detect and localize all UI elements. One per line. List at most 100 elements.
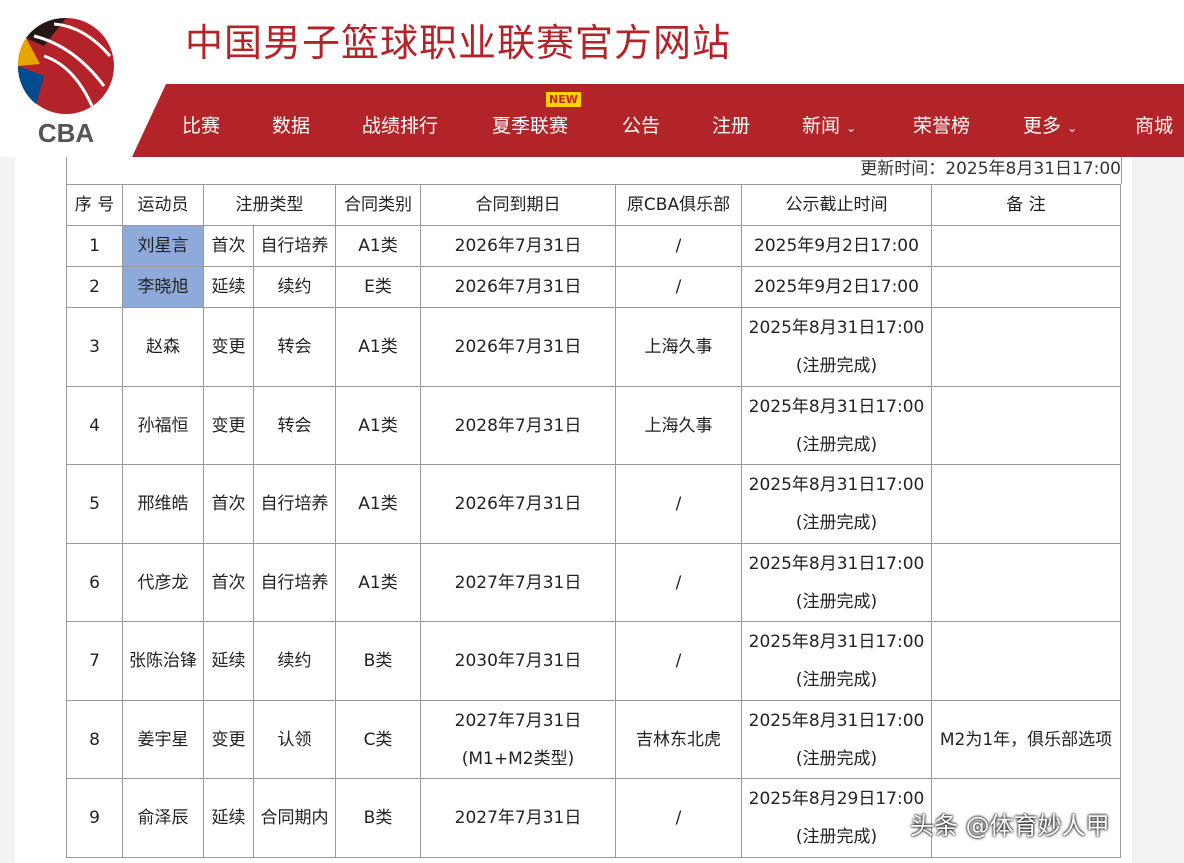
- cell-note: [931, 386, 1121, 465]
- cell-player: 刘星言: [122, 225, 204, 267]
- nav-data[interactable]: 数据: [272, 115, 311, 137]
- cell-reg-type: 首次: [203, 543, 254, 622]
- cell-former-club: /: [615, 778, 742, 858]
- nav-honors[interactable]: 荣誉榜: [913, 115, 971, 137]
- cell-reg-subtype-text: 自行培养: [260, 494, 329, 514]
- cell-deadline-subtext: (注册完成): [795, 827, 878, 847]
- cell-deadline: 2025年8月31日17:00 (注册完成): [741, 543, 932, 622]
- cell-contract-class: C类: [335, 700, 421, 779]
- nav-news[interactable]: 新闻 ⌄: [802, 111, 856, 138]
- cell-reg-type-text: 延续: [211, 808, 246, 828]
- cell-no-text: 8: [89, 729, 100, 750]
- cell-note: [931, 464, 1121, 544]
- cell-reg-subtype: 转会: [253, 307, 336, 387]
- nav-summer-league[interactable]: 夏季联赛: [492, 115, 569, 137]
- cell-former-club-text: /: [675, 808, 682, 828]
- main-nav: 比赛 数据 战绩排行 NEW 夏季联赛 公告 注册 新闻 ⌄ 荣誉榜 更多 ⌄ …: [132, 84, 1184, 157]
- cell-note: M2为1年，俱乐部选项: [931, 700, 1121, 779]
- cell-expiry-text: 2030年7月31日: [454, 651, 582, 671]
- cell-no: 4: [66, 386, 123, 465]
- cell-reg-subtype: 续约: [253, 621, 336, 701]
- cell-reg-subtype: 自行培养: [253, 543, 336, 622]
- cell-reg-subtype-text: 认领: [277, 729, 312, 750]
- cell-reg-type: 延续: [203, 621, 254, 701]
- cell-former-club: 上海久事: [615, 307, 742, 387]
- left-margin: [0, 157, 15, 863]
- cell-reg-subtype-text: 转会: [277, 337, 312, 357]
- cell-expiry-text: 2026年7月31日: [454, 494, 582, 514]
- cell-former-club-text: 上海久事: [644, 415, 713, 436]
- cell-expiry: 2026年7月31日: [420, 307, 616, 387]
- cell-player: 赵森: [122, 307, 204, 387]
- cell-reg-subtype-text: 自行培养: [260, 572, 329, 593]
- cell-contract-class-text: A1类: [358, 572, 398, 593]
- cell-player-text: 赵森: [146, 337, 180, 357]
- cell-no: 6: [66, 543, 123, 622]
- cell-deadline: 2025年8月29日17:00 (注册完成): [741, 778, 932, 858]
- right-margin: [1132, 157, 1184, 863]
- cell-reg-subtype: 认领: [253, 700, 336, 779]
- cell-reg-type: 延续: [203, 266, 254, 308]
- cell-player-text: 李晓旭: [137, 277, 189, 297]
- cell-deadline: 2025年8月31日17:00 (注册完成): [741, 464, 932, 544]
- cell-reg-type-text: 延续: [211, 277, 246, 297]
- cell-deadline-text: 2025年9月2日17:00: [754, 236, 919, 256]
- cell-expiry-subtext: (M1+M2类型): [461, 748, 575, 769]
- cell-reg-subtype-text: 续约: [277, 651, 312, 671]
- cell-expiry: 2026年7月31日: [420, 266, 616, 308]
- cell-deadline: 2025年9月2日17:00: [741, 266, 932, 308]
- cell-former-club: 吉林东北虎: [615, 700, 742, 779]
- cell-no: 1: [66, 225, 123, 267]
- cell-reg-type: 首次: [203, 464, 254, 544]
- cell-expiry-text: 2026年7月31日: [454, 337, 582, 357]
- cell-expiry-text: 2026年7月31日: [454, 236, 582, 256]
- cell-reg-subtype: 续约: [253, 266, 336, 308]
- cell-contract-class: B类: [335, 621, 421, 701]
- table-row: 3 赵森 变更 转会 A1类 2026年7月31日 上海久事 2025年8月31日17:00 (…: [66, 307, 1121, 387]
- cell-no-text: 3: [89, 337, 100, 357]
- cell-reg-subtype-text: 续约: [277, 277, 312, 297]
- cell-contract-class: E类: [335, 266, 421, 308]
- cell-deadline-subtext: (注册完成): [795, 670, 878, 690]
- nav-more[interactable]: 更多 ⌄: [1023, 111, 1077, 138]
- cell-expiry-text: 2027年7月31日: [454, 572, 582, 593]
- cell-former-club-text: /: [675, 651, 682, 671]
- cell-contract-class-text: C类: [363, 729, 393, 750]
- cell-expiry: 2027年7月31日 (M1+M2类型): [420, 700, 616, 779]
- cell-player-text: 代彦龙: [137, 572, 189, 593]
- cell-former-club-text: /: [675, 494, 682, 514]
- cell-deadline: 2025年8月31日17:00 (注册完成): [741, 386, 932, 465]
- cell-reg-subtype-text: 自行培养: [260, 236, 329, 256]
- cell-player-text: 孙福恒: [137, 415, 189, 436]
- cell-player: 张陈治锋: [122, 621, 204, 701]
- cell-player: 孙福恒: [122, 386, 204, 465]
- cell-reg-type-text: 变更: [211, 729, 246, 750]
- cell-reg-type-text: 变更: [211, 337, 246, 357]
- cell-no-text: 6: [89, 572, 100, 593]
- nav-standings[interactable]: 战绩排行: [362, 115, 439, 137]
- cell-reg-subtype-text: 转会: [277, 415, 312, 436]
- cell-deadline-text: 2025年8月31日17:00: [748, 710, 925, 731]
- cell-player: 姜宇星: [122, 700, 204, 779]
- cell-former-club-text: /: [675, 572, 682, 593]
- cell-contract-class-text: A1类: [358, 415, 398, 436]
- cell-former-club: /: [615, 225, 742, 267]
- cell-deadline: 2025年9月2日17:00: [741, 225, 932, 267]
- cell-no-text: 5: [89, 494, 100, 514]
- cell-note: [931, 543, 1121, 622]
- cell-no-text: 4: [89, 415, 100, 436]
- cell-deadline: 2025年8月31日17:00 (注册完成): [741, 307, 932, 387]
- cell-contract-class: A1类: [335, 225, 421, 267]
- cell-contract-class-text: B类: [363, 651, 393, 671]
- nav-registration[interactable]: 注册: [712, 115, 751, 137]
- nav-shop[interactable]: 商城: [1135, 115, 1174, 137]
- cell-contract-class-text: B类: [363, 808, 393, 828]
- cell-no: 2: [66, 266, 123, 308]
- nav-matches[interactable]: 比赛: [182, 115, 221, 137]
- table-caption: 更新时间：2025年8月31日17:00: [66, 157, 1122, 184]
- table-row: 2 李晓旭 延续 续约 E类 2026年7月31日 / 2025年9月2日17:00: [66, 266, 1121, 308]
- nav-announcements[interactable]: 公告: [622, 115, 661, 137]
- svg-text:CBA: CBA: [38, 118, 95, 146]
- cell-deadline-subtext: (注册完成): [795, 356, 878, 376]
- cell-reg-subtype-text: 合同期内: [260, 808, 329, 828]
